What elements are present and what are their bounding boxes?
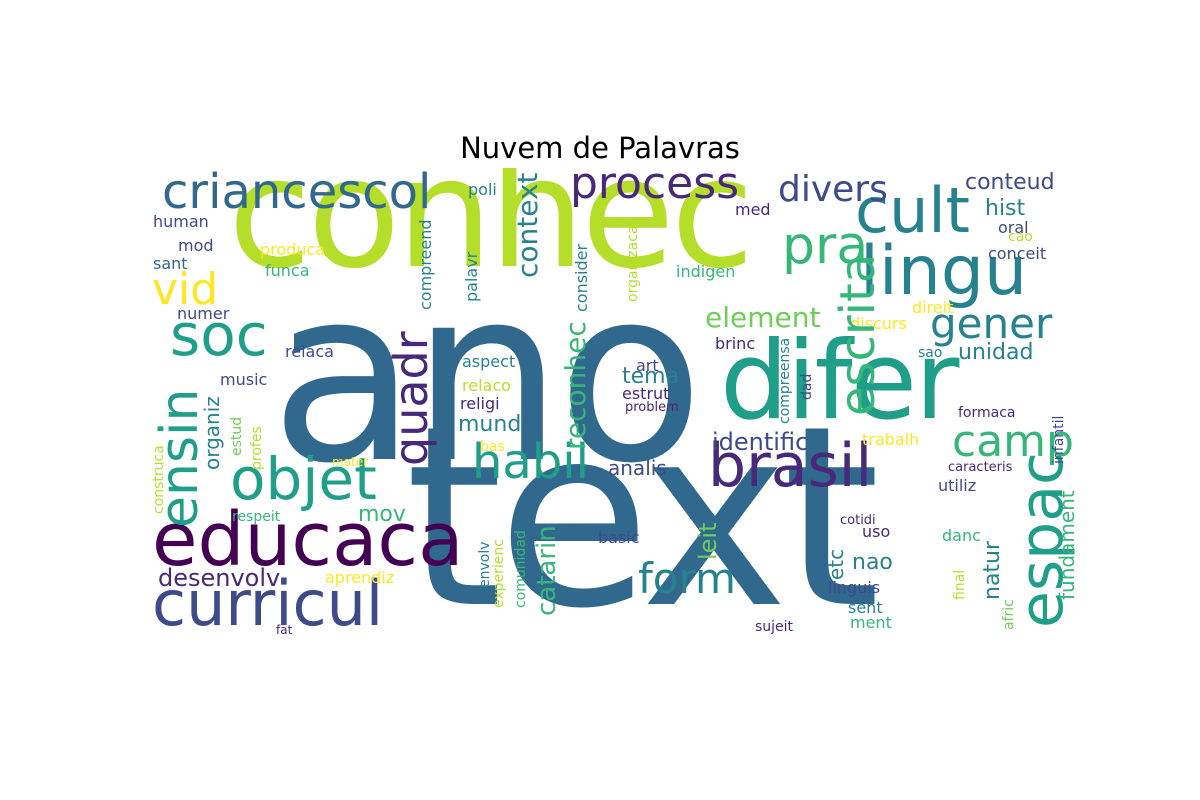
word-numer: numer — [177, 304, 230, 323]
word-respeit: respeit — [232, 509, 281, 525]
word-hist: hist — [985, 196, 1026, 221]
word-process: process — [570, 168, 740, 209]
word-uso: uso — [862, 522, 891, 541]
word-music: music — [220, 370, 268, 389]
chart-title: Nuvem de Palavras — [460, 131, 740, 165]
word-form: form — [638, 554, 736, 603]
word-text: text — [405, 372, 880, 643]
word-gener: gener — [930, 299, 1053, 348]
word-aprendiz: aprendiz — [325, 568, 395, 587]
word-profes: profes — [249, 426, 265, 470]
word-danc: danc — [942, 526, 981, 545]
word-art: art — [636, 356, 659, 375]
word-estud: estud — [229, 416, 245, 456]
word-human: human — [153, 212, 209, 231]
word-compreend: compreend — [416, 219, 435, 310]
word-oral: oral — [998, 218, 1029, 237]
word-tema: tema — [622, 364, 680, 389]
word-fat: fat — [276, 623, 293, 637]
word-fundament: fundament — [1055, 490, 1079, 600]
word-criancescol: criancescol — [162, 168, 432, 220]
word-trabalh: trabalh — [862, 430, 920, 449]
word-sao: sao — [918, 345, 943, 361]
word-cao: cao — [1008, 229, 1033, 245]
word-desenvolv: desenvolv — [158, 564, 281, 592]
word-cloud: ano text conhec difer educaca curricul l… — [150, 168, 1080, 643]
word-poli: poli — [468, 180, 497, 199]
word-analis: analis — [608, 456, 667, 480]
word-relaco: relaco — [462, 376, 511, 395]
word-formaca: formaca — [958, 405, 1016, 421]
word-envolv: envolv — [477, 541, 493, 588]
word-vid: vid — [152, 264, 219, 315]
word-quadr: quadr — [384, 331, 438, 466]
word-direit: direit — [912, 298, 954, 317]
word-divers: divers — [778, 169, 888, 210]
word-comunidad: comunidad — [513, 530, 529, 608]
word-curricul: curricul — [152, 567, 384, 640]
word-organizaca: organizaca — [625, 225, 641, 302]
word-cotidi: cotidi — [840, 513, 876, 528]
word-consider: consider — [572, 243, 591, 312]
word-utiliz: utiliz — [938, 476, 977, 495]
word-pra: pra — [782, 216, 869, 276]
word-lingu: lingu — [860, 232, 1028, 311]
word-sant: sant — [153, 254, 188, 273]
word-cult: cult — [855, 174, 970, 247]
word-habil: habil — [472, 434, 589, 490]
word-catarin: catarin — [532, 525, 562, 616]
word-soc: soc — [170, 301, 268, 369]
word-ment: ment — [850, 613, 892, 632]
word-natur: natur — [980, 540, 1005, 600]
word-compreensa: compreensa — [777, 337, 793, 424]
word-dad: dad — [799, 373, 815, 400]
word-conhec: conhec — [228, 168, 754, 302]
word-identific: identific — [712, 428, 809, 456]
word-indigen: indigen — [676, 262, 736, 281]
word-med: med — [735, 200, 771, 219]
word-organiz: organiz — [200, 396, 224, 470]
word-sujeit: sujeit — [755, 619, 794, 635]
word-aspect: aspect — [462, 352, 516, 371]
word-ano: ano — [270, 236, 704, 516]
word-context: context — [511, 172, 544, 278]
word-nao: nao — [852, 550, 893, 575]
word-produca: produca — [260, 240, 326, 259]
word-construca: construca — [151, 445, 167, 514]
word-brinc: brinc — [715, 334, 756, 353]
word-caracteris: caracteris — [948, 460, 1013, 475]
word-mater: mater — [332, 455, 369, 469]
word-etc: etc — [824, 548, 848, 580]
word-element: element — [705, 301, 821, 334]
word-experienc: experienc — [491, 539, 507, 608]
word-mund: mund — [458, 412, 522, 437]
word-educaca: educaca — [152, 497, 464, 583]
word-mov: mov — [358, 502, 406, 527]
word-bas: bas — [480, 439, 505, 455]
word-reconhec: reconhec — [559, 321, 592, 450]
word-religi: religi — [460, 394, 500, 413]
word-escrita: escrita — [830, 253, 886, 416]
word-afric: afric — [1001, 599, 1017, 630]
word-objet: objet — [230, 445, 377, 513]
word-estrut: estrut — [622, 384, 670, 403]
word-discurs: discurs — [850, 314, 907, 333]
word-relaca: relaca — [285, 342, 334, 361]
word-final: final — [952, 569, 968, 600]
word-conteud: conteud — [965, 170, 1055, 195]
word-unidad: unidad — [958, 340, 1034, 365]
word-linguis: linguis — [828, 578, 881, 597]
word-palavr: palavr — [462, 251, 481, 302]
word-difer: difer — [720, 319, 959, 444]
word-sent: sent — [848, 598, 883, 617]
word-conceit: conceit — [988, 244, 1047, 263]
word-problem: problem — [625, 400, 679, 415]
word-brasil: brasil — [708, 431, 873, 501]
word-basic: basic — [598, 528, 640, 547]
word-leit: leit — [694, 522, 722, 560]
word-funca: funca — [265, 261, 310, 280]
word-infantil: infantil — [1051, 415, 1067, 464]
word-mod: mod — [178, 236, 214, 255]
word-camp: camp — [952, 416, 1074, 467]
